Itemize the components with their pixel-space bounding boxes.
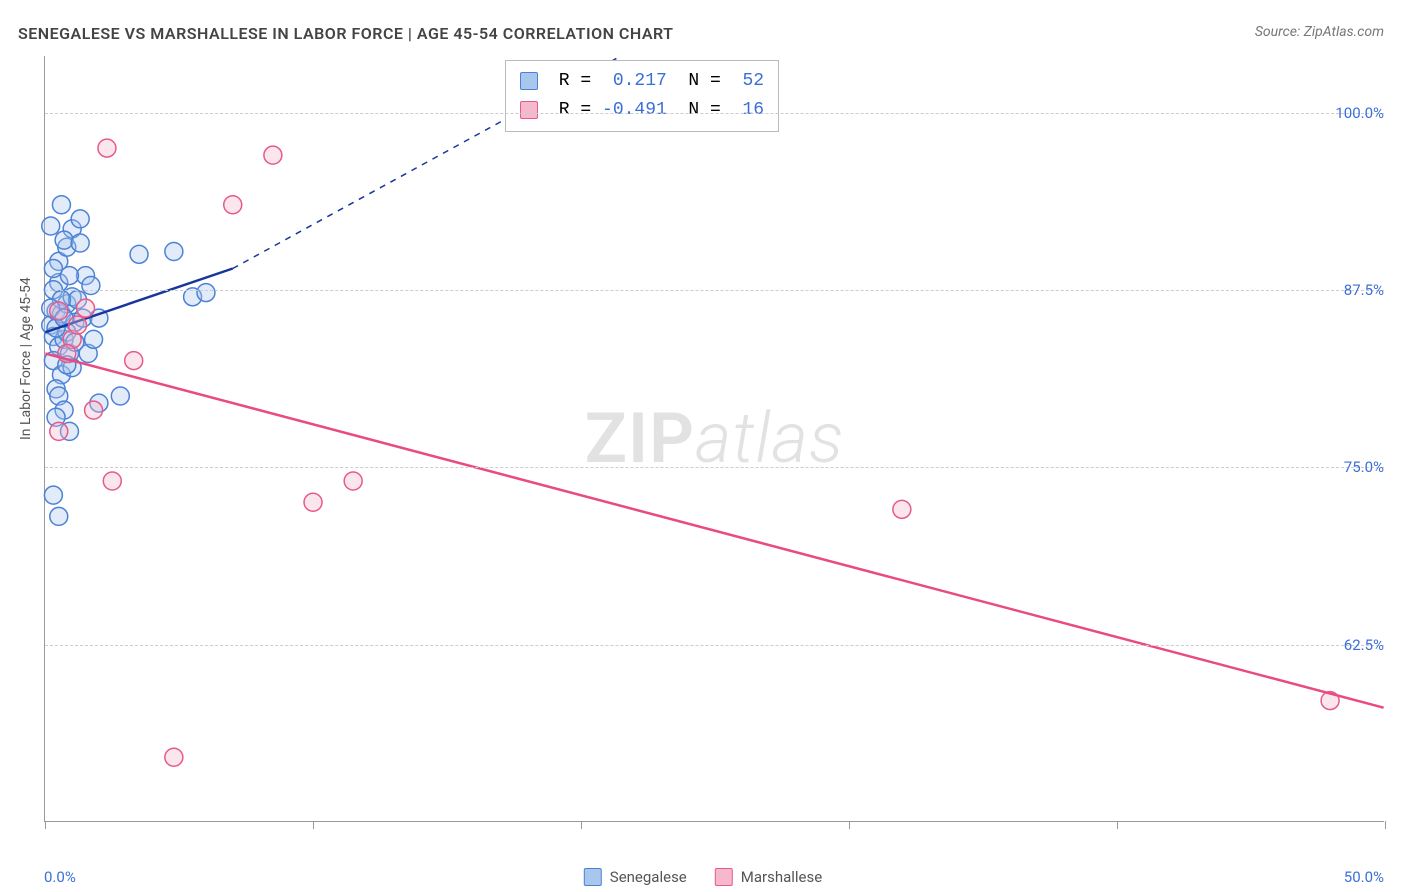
scatter-point-senegalese — [55, 231, 73, 249]
scatter-point-senegalese — [52, 196, 70, 214]
scatter-point-senegalese — [44, 486, 62, 504]
scatter-point-marshallese — [50, 422, 68, 440]
legend-swatch — [715, 868, 733, 886]
legend-item-marshallese: Marshallese — [715, 868, 822, 886]
scatter-point-senegalese — [44, 260, 62, 278]
scatter-point-marshallese — [224, 196, 242, 214]
ytick-label: 62.5% — [1344, 636, 1384, 654]
scatter-point-senegalese — [85, 330, 103, 348]
gridline-h — [45, 645, 1384, 646]
legend-bottom: Senegalese Marshallese — [584, 868, 822, 886]
corr-row-senegalese: R = 0.217 N = 52 — [520, 67, 764, 96]
xtick-label: 0.0% — [44, 868, 76, 886]
scatter-point-senegalese — [42, 217, 60, 235]
xtick-mark — [849, 821, 850, 829]
scatter-point-marshallese — [103, 472, 121, 490]
ytick-label: 75.0% — [1344, 458, 1384, 476]
corr-swatch — [520, 72, 538, 90]
corr-row-marshallese: R = -0.491 N = 16 — [520, 96, 764, 125]
y-axis-label: In Labor Force | Age 45-54 — [18, 277, 34, 440]
chart-title: SENEGALESE VS MARSHALLESE IN LABOR FORCE… — [18, 24, 674, 43]
scatter-point-marshallese — [344, 472, 362, 490]
scatter-point-senegalese — [50, 507, 68, 525]
xtick-mark — [1385, 821, 1386, 829]
scatter-point-marshallese — [85, 401, 103, 419]
correlation-legend-box: R = 0.217 N = 52 R = -0.491 N = 16 — [505, 60, 779, 132]
xtick-mark — [45, 821, 46, 829]
corr-swatch — [520, 101, 538, 119]
legend-item-senegalese: Senegalese — [584, 868, 687, 886]
scatter-point-marshallese — [69, 316, 87, 334]
gridline-h — [45, 290, 1384, 291]
legend-swatch — [584, 868, 602, 886]
legend-label: Marshallese — [741, 868, 822, 886]
scatter-point-marshallese — [50, 302, 68, 320]
xtick-label: 50.0% — [1344, 868, 1384, 886]
ytick-label: 87.5% — [1344, 281, 1384, 299]
plot-svg — [45, 56, 1384, 821]
source-attribution: Source: ZipAtlas.com — [1255, 24, 1384, 40]
corr-text: R = -0.491 N = 16 — [548, 96, 764, 125]
scatter-point-senegalese — [165, 243, 183, 261]
scatter-point-senegalese — [197, 284, 215, 302]
gridline-h — [45, 467, 1384, 468]
legend-label: Senegalese — [610, 868, 687, 886]
scatter-point-marshallese — [77, 299, 95, 317]
trend-line-marshallese — [45, 354, 1383, 708]
xtick-mark — [313, 821, 314, 829]
corr-text: R = 0.217 N = 52 — [548, 67, 764, 96]
scatter-point-senegalese — [71, 234, 89, 252]
scatter-point-senegalese — [82, 277, 100, 295]
chart-container: SENEGALESE VS MARSHALLESE IN LABOR FORCE… — [0, 0, 1406, 892]
scatter-point-senegalese — [111, 387, 129, 405]
scatter-point-senegalese — [130, 245, 148, 263]
scatter-point-senegalese — [71, 210, 89, 228]
scatter-point-marshallese — [304, 493, 322, 511]
plot-area: ZIPatlas R = 0.217 N = 52 R = -0.491 N =… — [44, 56, 1384, 822]
scatter-point-marshallese — [165, 748, 183, 766]
scatter-point-marshallese — [125, 352, 143, 370]
gridline-h — [45, 113, 1384, 114]
ytick-label: 100.0% — [1335, 104, 1384, 122]
xtick-mark — [1117, 821, 1118, 829]
scatter-point-senegalese — [60, 267, 78, 285]
scatter-point-marshallese — [264, 146, 282, 164]
xtick-mark — [581, 821, 582, 829]
scatter-point-marshallese — [893, 500, 911, 518]
scatter-point-marshallese — [98, 139, 116, 157]
